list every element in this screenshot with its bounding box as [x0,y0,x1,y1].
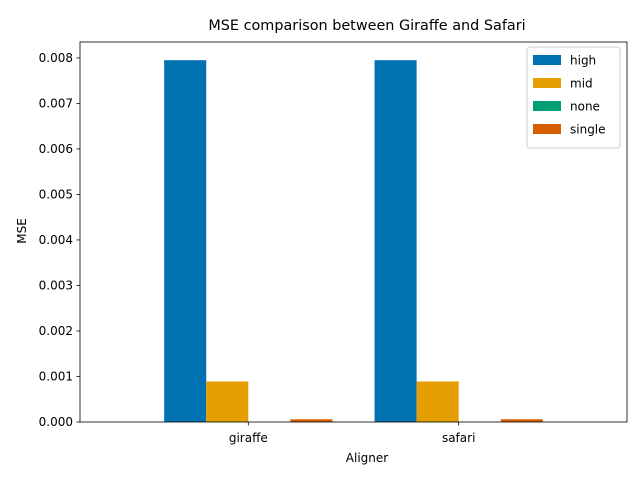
bar-single-giraffe [290,419,333,422]
y-tick-label: 0.003 [39,278,73,292]
chart-title: MSE comparison between Giraffe and Safar… [208,18,525,34]
y-tick-label: 0.005 [39,187,73,201]
bar-mid-giraffe [206,381,249,422]
legend: high mid none single [526,46,621,149]
bar-high-safari [374,60,417,423]
legend-box [526,46,621,149]
y-axis: 0.000 0.001 0.002 0.003 0.004 0.005 0.006 0.007… [39,51,80,429]
bar-high-giraffe [164,60,207,423]
y-tick-label: 0.007 [39,96,73,110]
legend-swatch-none [533,101,561,111]
y-tick-label: 0.002 [39,324,73,338]
legend-swatch-mid [533,78,561,88]
legend-swatch-single [533,124,561,134]
x-axis-label: Aligner [346,451,388,465]
y-tick-label: 0.008 [39,51,73,65]
y-tick-label: 0.001 [39,369,73,383]
x-tick-label: safari [442,431,475,445]
legend-label-none: none [570,100,600,114]
legend-label-high: high [570,54,596,68]
legend-swatch-high [533,55,561,65]
y-axis-label: MSE [15,218,29,244]
plot-area [79,41,628,423]
y-tick-label: 0.006 [39,142,73,156]
legend-label-single: single [570,123,606,137]
legend-label-mid: mid [570,77,593,91]
y-tick-label: 0.000 [39,415,73,429]
x-tick-label: giraffe [229,431,268,445]
x-axis: giraffe safari [229,422,475,445]
bar-single-safari [500,419,543,422]
plot-frame [79,41,628,423]
bar-mid-safari [416,381,459,422]
y-tick-label: 0.004 [39,233,73,247]
